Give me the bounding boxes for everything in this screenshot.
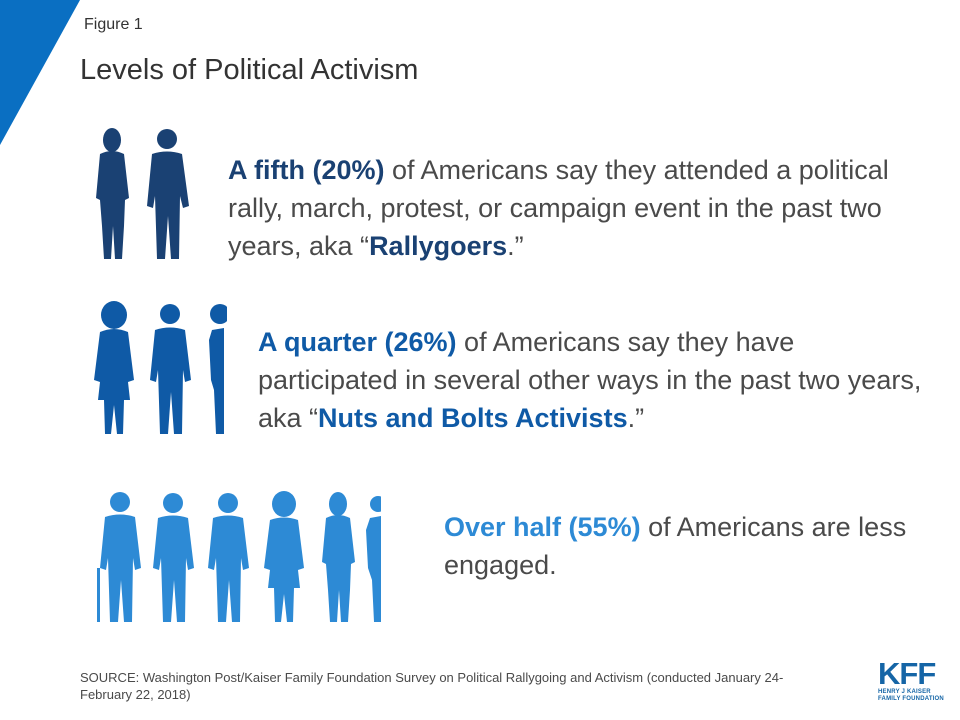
corner-accent (0, 0, 80, 145)
less-engaged-people-icon (96, 490, 381, 625)
statement-end: .” (627, 403, 645, 433)
statement-term: Rallygoers (369, 231, 508, 261)
logo-line-2: FAMILY FOUNDATION (878, 696, 944, 702)
logo-mark: KFF (878, 656, 936, 691)
statement-text: of Americans say they attended a politic… (228, 155, 889, 261)
statement-highlight: Over half (55%) (444, 512, 641, 542)
statement-highlight: A fifth (20%) (228, 155, 385, 185)
statement-text: of Americans are less engaged. (444, 512, 907, 580)
statement-end: .” (507, 231, 524, 261)
logo-line-1: HENRY J KAISER (878, 689, 931, 695)
figure-label: Figure 1 (84, 16, 143, 33)
statement-rallygoers: A fifth (20%) of Americans say they atte… (228, 151, 918, 265)
statement-activists: A quarter (26%) of Americans say they ha… (258, 323, 938, 437)
statement-text: of Americans say they have participated … (258, 327, 922, 433)
source-note: SOURCE: Washington Post/Kaiser Family Fo… (80, 670, 784, 702)
statement-term: Nuts and Bolts Activists (318, 403, 628, 433)
page-title: Levels of Political Activism (80, 54, 419, 86)
statement-less-engaged: Over half (55%) of Americans are less en… (444, 508, 924, 584)
rallygoers-people-icon (92, 126, 192, 260)
statement-highlight: A quarter (26%) (258, 327, 457, 357)
activists-people-icon (92, 300, 227, 435)
kff-logo: KFF HENRY J KAISER FAMILY FOUNDATION (878, 656, 950, 703)
